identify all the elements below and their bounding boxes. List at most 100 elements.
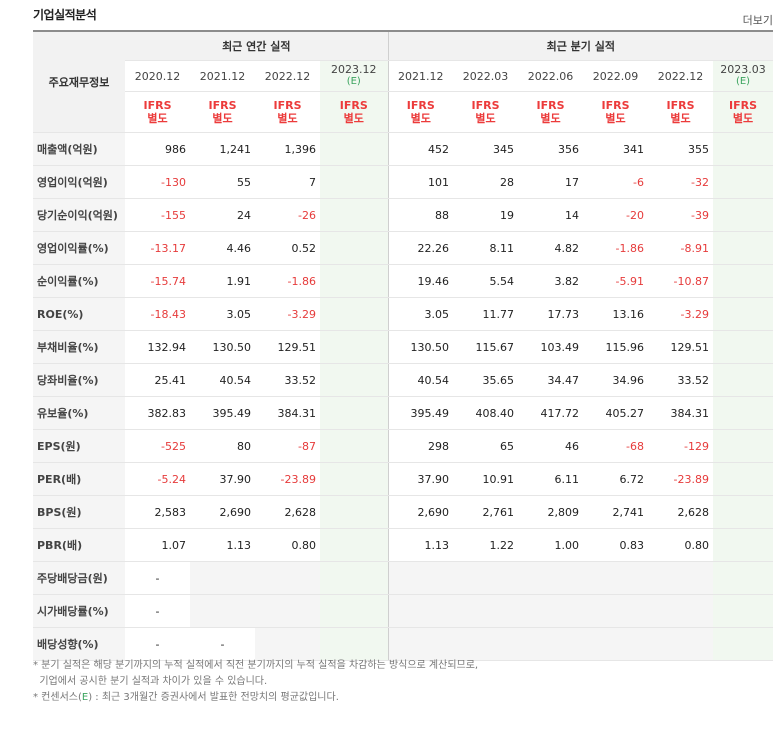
value-cell bbox=[320, 429, 389, 463]
value-cell: 14 bbox=[518, 198, 584, 232]
value-cell: 417.72 bbox=[518, 396, 584, 430]
period-label: 2020.12 bbox=[134, 69, 181, 83]
ifrs-label: IFRS 별도 bbox=[255, 91, 320, 133]
value-cell bbox=[387, 561, 454, 595]
value-cell: 129.51 bbox=[255, 330, 320, 364]
annual-period-header: 2023.12 (E) bbox=[320, 60, 389, 92]
value-cell: 2,741 bbox=[583, 495, 649, 529]
value-cell: -1.86 bbox=[583, 231, 649, 265]
row-label: ROE(%) bbox=[33, 297, 125, 331]
annual-period-header: 2021.12 bbox=[190, 60, 255, 92]
value-cell bbox=[320, 330, 389, 364]
value-cell: 19 bbox=[453, 198, 519, 232]
value-cell: 2,628 bbox=[255, 495, 320, 529]
value-cell: 19.46 bbox=[387, 264, 454, 298]
value-cell: -87 bbox=[255, 429, 320, 463]
value-cell: 10.91 bbox=[453, 462, 519, 496]
value-cell: 408.40 bbox=[453, 396, 519, 430]
value-cell: 103.49 bbox=[518, 330, 584, 364]
ifrs-label: IFRS 별도 bbox=[320, 91, 389, 133]
value-cell: -525 bbox=[125, 429, 190, 463]
value-cell: 7 bbox=[255, 165, 320, 199]
value-cell: -18.43 bbox=[125, 297, 190, 331]
row-label: PBR(배) bbox=[33, 528, 125, 562]
table-row: 시가배당률(%) - bbox=[33, 594, 773, 628]
value-cell bbox=[387, 594, 454, 628]
value-cell: -3.29 bbox=[255, 297, 320, 331]
value-cell: -26 bbox=[255, 198, 320, 232]
value-cell: 2,690 bbox=[387, 495, 454, 529]
value-cell bbox=[713, 264, 773, 298]
value-cell bbox=[713, 297, 773, 331]
value-cell: 1.13 bbox=[387, 528, 454, 562]
value-cell: 33.52 bbox=[648, 363, 714, 397]
value-cell: 1,396 bbox=[255, 132, 320, 166]
value-cell bbox=[713, 132, 773, 166]
value-cell: 2,809 bbox=[518, 495, 584, 529]
value-cell bbox=[713, 528, 773, 562]
value-cell: -6 bbox=[583, 165, 649, 199]
row-label: 시가배당률(%) bbox=[33, 594, 125, 628]
value-cell: 384.31 bbox=[255, 396, 320, 430]
period-label: 2021.12 bbox=[199, 69, 246, 83]
value-cell: -23.89 bbox=[255, 462, 320, 496]
quarter-period-header: 2021.12 bbox=[387, 60, 454, 92]
row-label: PER(배) bbox=[33, 462, 125, 496]
table-row: EPS(원) -525 80 -87 298 65 46 -68 -129 bbox=[33, 429, 773, 463]
value-cell bbox=[713, 330, 773, 364]
value-cell bbox=[648, 594, 714, 628]
value-cell: 452 bbox=[387, 132, 454, 166]
value-cell: 35.65 bbox=[453, 363, 519, 397]
table-row: ROE(%) -18.43 3.05 -3.29 3.05 11.77 17.73 13.16… bbox=[33, 297, 773, 331]
row-label: EPS(원) bbox=[33, 429, 125, 463]
value-cell bbox=[583, 561, 649, 595]
value-cell: -3.29 bbox=[648, 297, 714, 331]
value-cell: 17.73 bbox=[518, 297, 584, 331]
value-cell: 2,761 bbox=[453, 495, 519, 529]
value-cell: 115.67 bbox=[453, 330, 519, 364]
value-cell: 25.41 bbox=[125, 363, 190, 397]
table-row: BPS(원) 2,583 2,690 2,628 2,690 2,761 2,809 2,74… bbox=[33, 495, 773, 529]
table-row: 부채비율(%) 132.94 130.50 129.51 130.50 115.67 103… bbox=[33, 330, 773, 364]
value-cell: 8.11 bbox=[453, 231, 519, 265]
value-cell bbox=[320, 363, 389, 397]
value-cell: 88 bbox=[387, 198, 454, 232]
value-cell: 382.83 bbox=[125, 396, 190, 430]
value-cell bbox=[453, 594, 519, 628]
value-cell: -5.24 bbox=[125, 462, 190, 496]
value-cell bbox=[713, 363, 773, 397]
value-cell: 6.72 bbox=[583, 462, 649, 496]
value-cell bbox=[255, 594, 320, 628]
footnote-3: * 컨센서스(E) : 최근 3개월간 증권사에서 발표한 전망치의 평균값입니… bbox=[33, 692, 339, 703]
quarter-period-header: 2022.09 bbox=[583, 60, 649, 92]
value-cell: 4.46 bbox=[190, 231, 255, 265]
value-cell: 28 bbox=[453, 165, 519, 199]
value-cell: - bbox=[125, 594, 190, 628]
value-cell: 986 bbox=[125, 132, 190, 166]
value-cell: 34.96 bbox=[583, 363, 649, 397]
value-cell: 355 bbox=[648, 132, 714, 166]
value-cell: 356 bbox=[518, 132, 584, 166]
ifrs-label: IFRS 별도 bbox=[190, 91, 255, 133]
value-cell bbox=[320, 198, 389, 232]
value-cell bbox=[648, 561, 714, 595]
ifrs-label: IFRS 별도 bbox=[125, 91, 190, 133]
value-cell: -130 bbox=[125, 165, 190, 199]
section-title: 기업실적분석 bbox=[33, 8, 97, 22]
value-cell bbox=[320, 396, 389, 430]
value-cell bbox=[713, 627, 773, 661]
value-cell: 0.83 bbox=[583, 528, 649, 562]
value-cell: 1,241 bbox=[190, 132, 255, 166]
value-cell: 6.11 bbox=[518, 462, 584, 496]
row-label: 부채비율(%) bbox=[33, 330, 125, 364]
more-link[interactable]: 더보기 bbox=[742, 14, 773, 27]
value-cell bbox=[320, 297, 389, 331]
value-cell: 2,628 bbox=[648, 495, 714, 529]
value-cell: -23.89 bbox=[648, 462, 714, 496]
value-cell: - bbox=[190, 627, 255, 661]
value-cell: 345 bbox=[453, 132, 519, 166]
value-cell: -1.86 bbox=[255, 264, 320, 298]
period-label: 2022.03 bbox=[462, 69, 509, 83]
value-cell: 4.82 bbox=[518, 231, 584, 265]
value-cell bbox=[713, 462, 773, 496]
